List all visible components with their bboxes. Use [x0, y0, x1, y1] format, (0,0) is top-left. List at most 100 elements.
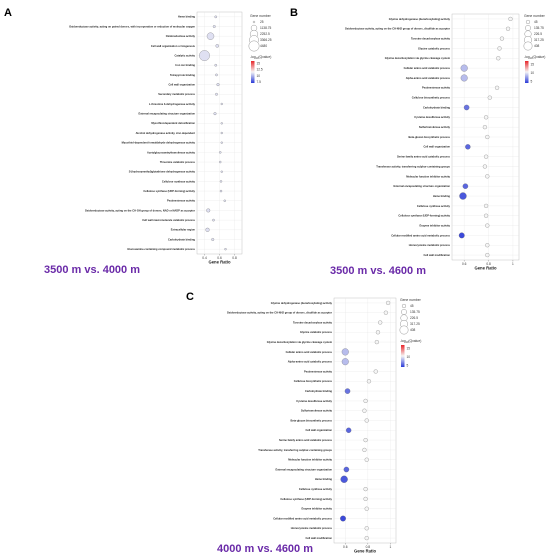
data-point [211, 238, 215, 241]
term-label: Transferase activity, transferring sulph… [258, 448, 332, 452]
data-point [364, 418, 369, 423]
term-label: Tyrosine decarboxylase activity [411, 37, 451, 41]
term-label: Cellulose synthase (UDP-forming) activit… [398, 214, 450, 218]
term-label: Carbohydrate binding [168, 237, 195, 241]
color-legend-label: 15 [407, 346, 411, 350]
size-legend-label: 1138.75 [260, 26, 272, 30]
data-point [340, 515, 346, 522]
data-point [508, 16, 513, 21]
term-label: Enzyme inhibitor activity [419, 223, 450, 227]
term-label: Glycine dehydrogenase (decarboxylating) … [389, 17, 451, 21]
term-label: Pectinesterase activity [167, 199, 196, 203]
term-label: Cellulose synthase activity [299, 487, 333, 491]
data-point [219, 160, 222, 164]
term-label: Sulfurtransferase activity [301, 409, 333, 413]
data-point [220, 131, 223, 135]
term-label: Cell wall modification [305, 536, 332, 540]
color-legend-label: 10 [531, 71, 535, 75]
data-point [505, 26, 511, 31]
x-tick-label: 0.6 [217, 256, 222, 260]
term-label: Molecular function inhibitor activity [406, 174, 450, 178]
x-tick-label: 0.8 [366, 545, 371, 549]
term-label: Cell wall modification [423, 253, 450, 257]
term-label: Cysteine desulfurase activity [296, 399, 332, 403]
data-point [220, 141, 223, 144]
x-tick-label: 1 [389, 545, 391, 549]
term-label: Secondary metabolic process [158, 92, 195, 96]
data-point [364, 457, 369, 462]
term-label: Pectinesterase activity [422, 86, 451, 90]
size-legend-label: 45 [410, 304, 414, 308]
term-label: Cellulose synthase activity [417, 204, 451, 208]
term-label: Cellular modified amino acid metabolic p… [391, 233, 450, 237]
data-point [212, 25, 216, 28]
term-label: Cell wall macromolecule catabolic proces… [142, 218, 195, 222]
color-legend-title: -log10(Qvalue) [524, 55, 545, 60]
data-point [363, 496, 368, 501]
data-point [199, 50, 210, 61]
term-label: Catalytic activity [175, 53, 196, 57]
term-label: Homocysteine metabolic process [409, 243, 451, 247]
data-point [484, 115, 489, 120]
data-point [364, 506, 369, 511]
data-point [206, 208, 211, 213]
size-legend-circle [525, 19, 531, 25]
term-label: Glycine catabolic process [300, 330, 333, 334]
term-label: Cellular modified amino acid metabolic p… [273, 516, 332, 520]
data-point [386, 300, 391, 305]
color-legend-label: 15 [257, 62, 261, 66]
data-point [484, 154, 489, 159]
panel-letter: C [186, 291, 194, 303]
panel-letter: A [4, 7, 12, 19]
data-point [458, 232, 465, 239]
color-legend-title: -log10(Qvalue) [400, 339, 421, 344]
size-legend-circle [523, 41, 533, 51]
data-point [485, 174, 490, 179]
term-label: Cell wall organization [305, 428, 332, 432]
data-point [362, 408, 367, 413]
data-point [484, 203, 489, 208]
term-label: Homocysteine metabolic process [291, 526, 333, 530]
data-point [485, 243, 490, 248]
data-point [364, 526, 369, 531]
x-axis-label: Gene Ratio [474, 266, 497, 271]
x-tick-label: 0.4 [202, 256, 207, 260]
term-label: Cellulose synthase activity [162, 179, 196, 183]
data-point [363, 487, 368, 492]
data-point [499, 36, 505, 41]
term-label: Cysteine desulfurase activity [414, 115, 450, 119]
color-legend-label: 10 [407, 355, 411, 359]
term-label: Cellulose biosynthetic process [294, 379, 333, 383]
data-point [216, 83, 220, 87]
x-tick-label: 0.6 [343, 545, 348, 549]
data-point [362, 447, 367, 452]
term-label: Oxidoreductase activity, acting on the C… [85, 208, 195, 212]
term-label: Glycine catabolic process [418, 46, 451, 50]
size-legend-label: 317.25 [410, 322, 420, 326]
term-label: Mycothiol-dependent formaldehyde dehydro… [122, 141, 196, 145]
data-point [463, 104, 470, 111]
term-label: Glycine decarboxylation via glycine clea… [267, 340, 333, 344]
term-label: Oxidoreductase activity, acting on the C… [227, 311, 332, 315]
term-label: Oxidoreductase activity [166, 34, 196, 38]
term-label: Acetylglucosaminyltransferase activity [147, 150, 196, 154]
size-legend-circle [399, 325, 409, 335]
data-point [224, 248, 227, 251]
x-tick-label: 0.6 [462, 262, 467, 266]
panel-letter: B [290, 7, 298, 19]
color-legend-label: 5 [531, 79, 533, 83]
data-point [212, 218, 215, 222]
data-point [215, 92, 218, 96]
x-tick-label: 0.8 [232, 256, 237, 260]
data-point [343, 466, 350, 473]
term-label: Pectinesterase activity [304, 369, 333, 373]
data-point [213, 112, 217, 116]
size-legend-circle [248, 40, 260, 52]
term-label: Tetrapyrrole binding [170, 73, 195, 77]
data-point [485, 134, 490, 140]
panel-C: C Glycine dehydrogenase (decarboxylating)… [186, 291, 422, 555]
data-point [214, 15, 218, 19]
term-label: Iron ion binding [175, 63, 195, 67]
x-axis-label: Gene Ratio [208, 260, 231, 265]
term-label: Heme binding [178, 15, 196, 19]
